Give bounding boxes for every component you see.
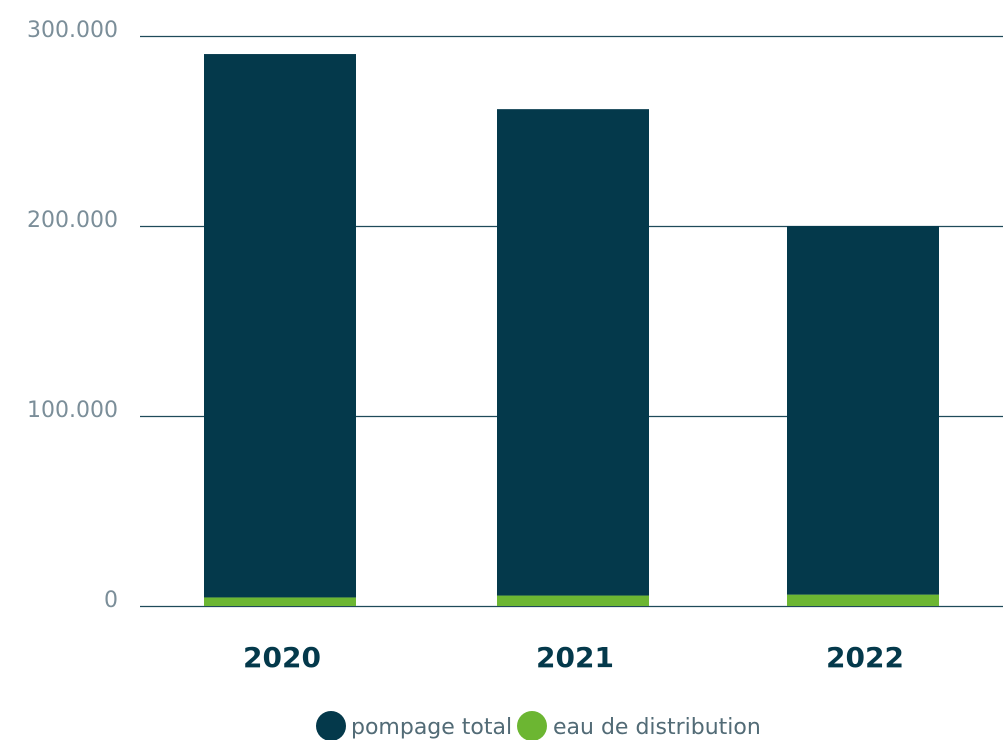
bar-2021-pompage-total[interactable] (497, 109, 649, 596)
legend-swatch (316, 711, 346, 740)
y-tick-label: 0 (104, 588, 118, 613)
legend-swatch (517, 711, 547, 740)
bar-2021-eau-de-distribution[interactable] (497, 595, 649, 606)
y-axis-tick-labels: 0 100.000 200.000 300.000 (27, 18, 118, 613)
y-tick-label: 300.000 (27, 18, 118, 43)
x-tick-label: 2020 (243, 641, 321, 674)
legend-label: pompage total (351, 715, 512, 740)
bar-2022-eau-de-distribution[interactable] (787, 594, 939, 606)
legend: pompage total eau de distribution (316, 711, 761, 740)
x-tick-label: 2021 (536, 641, 614, 674)
y-tick-label: 100.000 (27, 398, 118, 423)
legend-entry-eau-de-distribution[interactable]: eau de distribution (517, 711, 761, 740)
bar-2020-eau-de-distribution[interactable] (204, 597, 356, 606)
x-tick-label: 2022 (826, 641, 904, 674)
legend-entry-pompage-total[interactable]: pompage total (316, 711, 512, 740)
bar-2020-pompage-total[interactable] (204, 54, 356, 598)
x-axis-tick-labels: 2020 2021 2022 (243, 641, 904, 674)
bar-2022-pompage-total[interactable] (787, 226, 939, 595)
bars (204, 54, 939, 606)
legend-label: eau de distribution (553, 715, 761, 740)
y-tick-label: 200.000 (27, 208, 118, 233)
